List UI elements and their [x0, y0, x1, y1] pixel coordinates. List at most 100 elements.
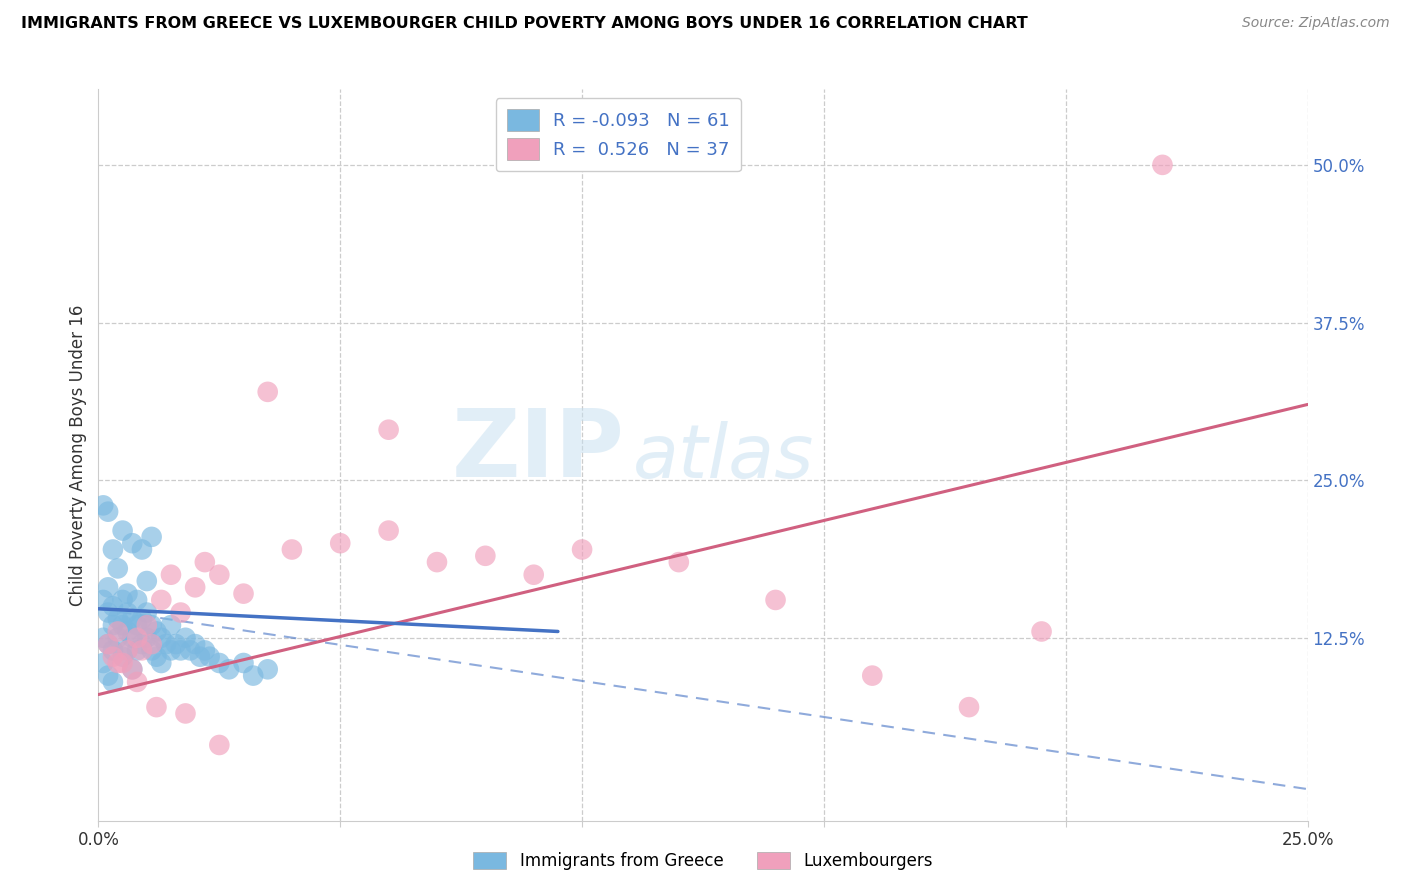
- Legend: Immigrants from Greece, Luxembourgers: Immigrants from Greece, Luxembourgers: [467, 845, 939, 877]
- Point: [97, 668, 120, 682]
- Point: [208, 738, 231, 752]
- Text: Source: ZipAtlas.com: Source: ZipAtlas.com: [1241, 16, 1389, 30]
- Point: [101, 542, 124, 557]
- Point: [256, 662, 278, 676]
- Point: [107, 561, 129, 575]
- Point: [426, 555, 449, 569]
- Point: [141, 618, 163, 632]
- Point: [141, 637, 163, 651]
- Point: [121, 662, 143, 676]
- Point: [256, 384, 278, 399]
- Point: [571, 542, 593, 557]
- Point: [131, 612, 153, 626]
- Point: [218, 662, 240, 676]
- Point: [765, 593, 787, 607]
- Point: [107, 656, 129, 670]
- Y-axis label: Child Poverty Among Boys Under 16: Child Poverty Among Boys Under 16: [69, 304, 87, 606]
- Point: [117, 624, 139, 639]
- Point: [117, 587, 139, 601]
- Point: [145, 624, 167, 639]
- Point: [91, 631, 114, 645]
- Point: [117, 606, 139, 620]
- Point: [91, 593, 114, 607]
- Point: [188, 649, 211, 664]
- Point: [127, 593, 149, 607]
- Point: [97, 580, 120, 594]
- Point: [194, 555, 217, 569]
- Point: [184, 637, 207, 651]
- Point: [135, 631, 157, 645]
- Text: atlas: atlas: [633, 421, 814, 493]
- Point: [242, 668, 264, 682]
- Point: [97, 606, 120, 620]
- Point: [184, 580, 207, 594]
- Point: [155, 637, 177, 651]
- Point: [121, 631, 143, 645]
- Point: [131, 643, 153, 657]
- Point: [117, 643, 139, 657]
- Point: [101, 618, 124, 632]
- Point: [107, 612, 129, 626]
- Point: [121, 536, 143, 550]
- Point: [111, 649, 134, 664]
- Point: [97, 637, 120, 651]
- Point: [150, 656, 173, 670]
- Point: [127, 631, 149, 645]
- Point: [281, 542, 304, 557]
- Point: [169, 606, 191, 620]
- Point: [1031, 624, 1053, 639]
- Point: [135, 618, 157, 632]
- Point: [97, 505, 120, 519]
- Point: [91, 656, 114, 670]
- Point: [121, 612, 143, 626]
- Point: [208, 656, 231, 670]
- Point: [127, 643, 149, 657]
- Point: [194, 643, 217, 657]
- Point: [145, 700, 167, 714]
- Point: [160, 567, 183, 582]
- Point: [377, 524, 399, 538]
- Point: [127, 674, 149, 689]
- Point: [169, 643, 191, 657]
- Point: [174, 631, 197, 645]
- Point: [150, 631, 173, 645]
- Point: [179, 643, 201, 657]
- Point: [523, 567, 546, 582]
- Point: [232, 656, 254, 670]
- Point: [198, 649, 221, 664]
- Point: [101, 599, 124, 614]
- Point: [135, 606, 157, 620]
- Point: [329, 536, 352, 550]
- Point: [101, 674, 124, 689]
- Point: [107, 624, 129, 639]
- Point: [860, 668, 883, 682]
- Point: [141, 643, 163, 657]
- Point: [111, 524, 134, 538]
- Point: [174, 706, 197, 721]
- Text: IMMIGRANTS FROM GREECE VS LUXEMBOURGER CHILD POVERTY AMONG BOYS UNDER 16 CORRELA: IMMIGRANTS FROM GREECE VS LUXEMBOURGER C…: [21, 16, 1028, 31]
- Text: ZIP: ZIP: [451, 405, 624, 497]
- Point: [97, 637, 120, 651]
- Point: [957, 700, 980, 714]
- Point: [135, 574, 157, 588]
- Point: [165, 637, 187, 651]
- Point: [111, 656, 134, 670]
- Point: [150, 593, 173, 607]
- Point: [208, 567, 231, 582]
- Point: [101, 649, 124, 664]
- Point: [127, 618, 149, 632]
- Point: [160, 618, 183, 632]
- Point: [131, 542, 153, 557]
- Point: [121, 662, 143, 676]
- Point: [145, 649, 167, 664]
- Point: [101, 643, 124, 657]
- Point: [160, 643, 183, 657]
- Point: [474, 549, 496, 563]
- Point: [377, 423, 399, 437]
- Legend: R = -0.093   N = 61, R =  0.526   N = 37: R = -0.093 N = 61, R = 0.526 N = 37: [496, 98, 741, 171]
- Point: [232, 587, 254, 601]
- Point: [111, 593, 134, 607]
- Point: [131, 637, 153, 651]
- Point: [668, 555, 690, 569]
- Point: [1152, 158, 1174, 172]
